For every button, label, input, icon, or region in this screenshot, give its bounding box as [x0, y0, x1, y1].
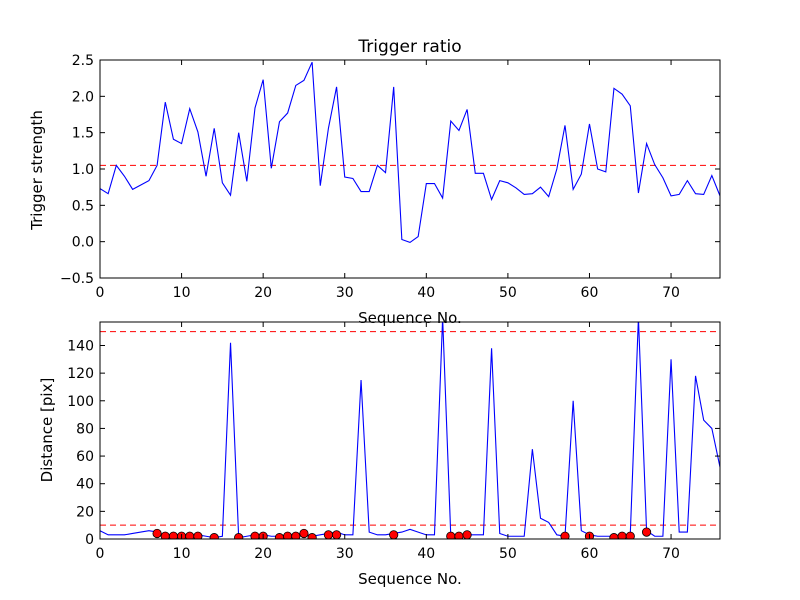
x-tick-label: 70	[662, 546, 680, 562]
x-tick-label: 50	[499, 546, 517, 562]
x-tick-label: 40	[417, 546, 435, 562]
y-tick-label: 20	[76, 504, 94, 520]
x-axis-label: Sequence No.	[358, 309, 462, 327]
plot-content	[100, 61, 720, 244]
x-tick-label: 50	[499, 285, 517, 301]
data-point	[323, 530, 334, 539]
data-point	[389, 530, 399, 539]
x-tick-label: 10	[173, 285, 191, 301]
y-tick-label: 0	[85, 532, 94, 548]
x-tick-label: 20	[254, 546, 272, 562]
x-tick-label: 20	[254, 285, 272, 301]
data-point	[291, 531, 301, 539]
y-axis-label: Distance [pix]	[38, 378, 56, 483]
x-axis-label: Sequence No.	[358, 570, 462, 588]
data-point	[299, 528, 309, 539]
y-tick-label: 1.5	[72, 126, 94, 142]
data-point	[307, 533, 317, 539]
data-point	[152, 528, 162, 539]
y-tick-label: 100	[67, 394, 94, 410]
x-tick-label: 60	[581, 546, 599, 562]
axes-frame	[99, 321, 721, 540]
y-tick-label: 0.0	[72, 235, 94, 251]
data-point	[560, 531, 570, 539]
y-tick-label: 2.5	[72, 53, 94, 69]
y-tick-label: 60	[76, 449, 94, 465]
chart-title: Trigger ratio	[357, 37, 461, 57]
x-tick-label: 70	[662, 285, 680, 301]
data-point	[209, 533, 219, 539]
x-tick-label: 0	[96, 546, 105, 562]
data-point	[193, 531, 203, 539]
x-tick-label: 0	[96, 285, 105, 301]
x-tick-label: 30	[336, 546, 354, 562]
distance-panel: Distance [pix] Sequence No. 0 10 20 30 40 50 6…	[38, 321, 721, 588]
y-tick-label: 0.5	[72, 198, 94, 214]
data-point	[625, 531, 635, 539]
data-point	[331, 530, 342, 539]
y-tick-label: 120	[67, 366, 94, 382]
x-tick-label: 10	[173, 546, 191, 562]
x-tick-label: 30	[336, 285, 354, 301]
plot-content	[100, 322, 720, 539]
x-tick-label: 60	[581, 285, 599, 301]
y-tick-label: 40	[76, 477, 94, 493]
plot-area: 0 10 20 30 40 50 60 70 −0.5 0.0 0.5 1.0 1.5 2.0 2.5	[60, 53, 721, 301]
x-tick-label: 40	[417, 285, 435, 301]
y-tick-label: 2.0	[72, 89, 94, 105]
data-point	[462, 530, 472, 539]
y-tick-label: 1.0	[72, 162, 94, 178]
plot-area: 0 10 20 30 40 50 60 70 0 20 40 60 80 100 120 140	[67, 321, 721, 562]
data-point	[641, 527, 652, 537]
y-tick-label: 140	[67, 338, 94, 354]
y-axis-label: Trigger strength	[28, 110, 46, 231]
data-point	[234, 533, 244, 539]
series-line	[100, 61, 720, 244]
y-tick-label: 80	[76, 421, 94, 437]
y-tick-label: −0.5	[60, 271, 94, 287]
